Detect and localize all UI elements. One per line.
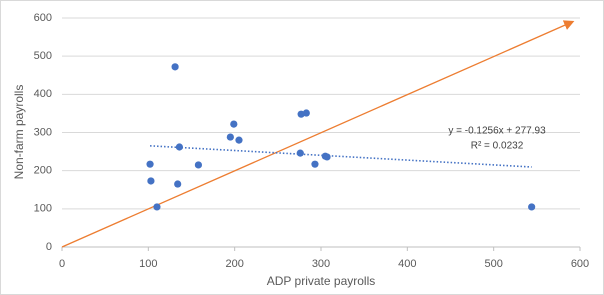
x-tick-label: 400 (398, 258, 416, 270)
point (230, 120, 238, 128)
point (302, 109, 310, 117)
y-tick-label: 500 (34, 50, 52, 62)
point (171, 63, 179, 71)
point (235, 136, 243, 144)
point (194, 161, 203, 169)
point (146, 160, 154, 168)
y-tick-label: 100 (34, 203, 52, 215)
trendline (150, 145, 532, 168)
y-tick-label: 0 (46, 241, 52, 253)
x-axis-title: ADP private payrolls (267, 274, 376, 288)
y-tick-label: 400 (34, 88, 52, 100)
reference-arrow (61, 20, 575, 248)
point (147, 177, 155, 185)
y-axis-title: Non-farm payrolls (12, 85, 26, 180)
point (153, 203, 161, 211)
x-tick-label: 200 (225, 258, 243, 270)
point (174, 180, 182, 188)
point (226, 133, 234, 141)
x-tick-label: 500 (484, 258, 502, 270)
x-tick-label: 600 (571, 258, 589, 270)
x-tick-label: 300 (312, 258, 330, 270)
y-tick-label: 200 (34, 165, 52, 177)
point (296, 149, 304, 157)
y-tick-label: 600 (34, 12, 52, 24)
x-tick-label: 100 (139, 258, 157, 270)
point (323, 153, 331, 161)
x-tick-label: 0 (59, 258, 65, 270)
trendline-equation: y = -0.1256x + 277.93 (448, 126, 546, 137)
point (311, 160, 319, 168)
trendline-r2: R² = 0.0232 (471, 141, 524, 152)
y-tick-label: 300 (34, 126, 52, 138)
point (528, 203, 536, 211)
